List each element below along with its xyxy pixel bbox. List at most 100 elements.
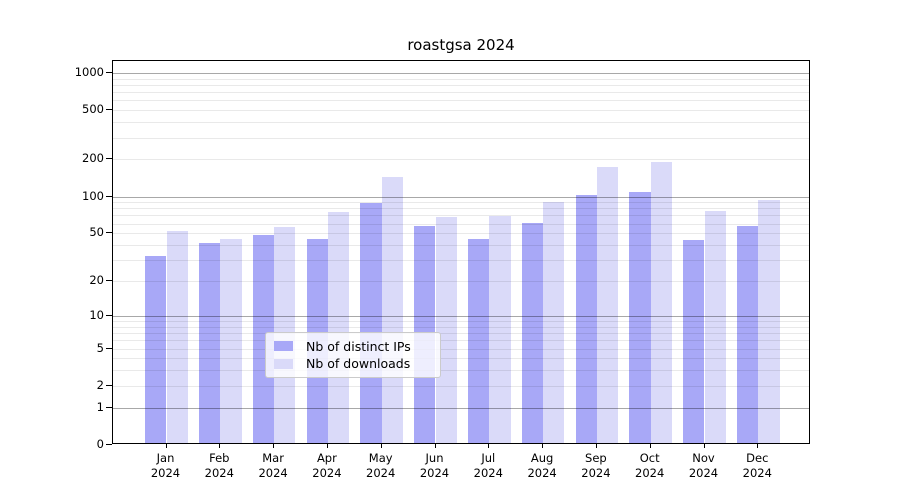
y-tick-mark: [106, 195, 112, 197]
x-tick-month: Mar: [262, 451, 284, 465]
gridline-minor: [113, 137, 809, 139]
x-tick-year: 2024: [150, 466, 181, 480]
bar-nb-of-downloads-aug: [543, 201, 565, 443]
y-tick-mark: [106, 444, 112, 445]
x-tick-mark: [434, 444, 436, 448]
x-tick-month: Jul: [481, 451, 496, 465]
x-tick-year: 2024: [527, 466, 557, 480]
y-tick-mark: [106, 406, 112, 408]
y-tick-label: 2: [96, 377, 104, 392]
x-tick-label-oct: Oct 2024: [622, 451, 678, 481]
y-tick-label: 20: [89, 273, 104, 287]
gridline-minor: [113, 159, 809, 161]
x-tick-mark: [273, 444, 275, 448]
y-tick-mark: [106, 347, 112, 349]
y-tick-label: 1000: [74, 64, 104, 79]
x-tick-month: Oct: [639, 451, 660, 465]
y-tick-mark: [106, 280, 112, 281]
bar-nb-of-distinct-ips-feb: [198, 243, 221, 443]
bar-nb-of-distinct-ips-dec: [736, 226, 759, 443]
y-tick-label: 50: [89, 225, 104, 240]
x-tick-mark: [542, 444, 544, 448]
bar-nb-of-downloads-nov: [704, 211, 726, 443]
y-tick-mark: [106, 71, 112, 73]
bar-nb-of-distinct-ips-nov: [683, 240, 705, 443]
x-tick-label-jul: Jul 2024: [460, 451, 516, 481]
x-tick-label-jun: Jun 2024: [407, 451, 463, 481]
bar-nb-of-downloads-jan: [166, 231, 188, 443]
x-tick-label-jan: Jan 2024: [138, 451, 194, 481]
x-tick-month: Dec: [746, 451, 769, 465]
x-tick-month: Aug: [530, 451, 554, 465]
x-tick-year: 2024: [312, 466, 342, 480]
legend-label-downloads: Nb of downloads: [306, 356, 411, 372]
bar-nb-of-downloads-oct: [650, 161, 673, 443]
x-tick-year: 2024: [366, 466, 396, 480]
x-tick-label-nov: Nov 2024: [676, 451, 732, 481]
x-tick-mark: [595, 444, 597, 448]
y-tick-mark: [106, 109, 112, 111]
gridline-major: [113, 72, 809, 74]
y-tick-label: 0: [96, 437, 104, 451]
bar-nb-of-distinct-ips-sep: [575, 194, 597, 443]
y-tick-mark: [106, 232, 112, 234]
bar-nb-of-downloads-jun: [435, 217, 457, 443]
bar-nb-of-downloads-may: [381, 176, 404, 443]
x-tick-year: 2024: [688, 466, 719, 480]
bar-nb-of-distinct-ips-jul: [467, 239, 490, 443]
x-tick-month: Sep: [585, 451, 607, 465]
gridline-minor: [113, 78, 809, 80]
x-tick-year: 2024: [742, 466, 772, 480]
x-tick-label-apr: Apr 2024: [299, 451, 355, 481]
y-tick-label: 200: [82, 151, 104, 166]
x-tick-label-mar: Mar 2024: [245, 451, 301, 481]
legend-item-downloads: Nb of downloads: [274, 356, 432, 371]
gridline-minor: [113, 110, 809, 112]
x-tick-year: 2024: [635, 466, 665, 480]
x-tick-mark: [703, 444, 705, 448]
gridline-minor: [113, 84, 809, 86]
x-tick-year: 2024: [581, 466, 611, 480]
y-tick-mark: [106, 314, 112, 316]
x-tick-label-aug: Aug 2024: [514, 451, 570, 481]
plot-area: [112, 60, 810, 444]
x-tick-month: Apr: [316, 451, 337, 465]
x-tick-year: 2024: [473, 466, 503, 480]
bar-nb-of-distinct-ips-oct: [629, 191, 651, 443]
bar-nb-of-downloads-sep: [596, 166, 619, 443]
y-tick-label: 500: [82, 102, 104, 117]
x-tick-label-may: May 2024: [353, 451, 409, 481]
x-tick-month: Feb: [209, 451, 230, 465]
gridline-minor: [113, 208, 809, 210]
y-tick-mark: [106, 158, 112, 160]
x-tick-label-dec: Dec 2024: [729, 451, 785, 481]
gridline-minor: [113, 100, 809, 102]
bar-nb-of-distinct-ips-aug: [521, 222, 544, 443]
bar-nb-of-distinct-ips-jan: [145, 256, 167, 443]
bar-nb-of-distinct-ips-may: [360, 202, 382, 443]
x-tick-mark: [757, 444, 759, 448]
chart-title: roastgsa 2024: [407, 36, 515, 54]
gridline-minor: [113, 122, 809, 124]
bar-nb-of-downloads-feb: [220, 239, 242, 443]
x-tick-year: 2024: [419, 466, 450, 480]
legend-label-ips: Nb of distinct IPs: [306, 338, 411, 354]
gridline-major: [113, 196, 809, 198]
y-tick-label: 1: [96, 399, 104, 414]
x-tick-mark: [326, 444, 328, 448]
y-tick-mark: [106, 384, 112, 386]
y-tick-label: 5: [96, 340, 104, 355]
bar-nb-of-downloads-apr: [327, 211, 350, 443]
y-tick-label: 10: [89, 307, 104, 322]
x-tick-year: 2024: [258, 466, 288, 480]
x-tick-mark: [380, 444, 382, 448]
bar-nb-of-distinct-ips-mar: [252, 234, 275, 443]
x-tick-mark: [165, 444, 167, 448]
x-tick-mark: [219, 444, 221, 448]
x-tick-year: 2024: [204, 466, 234, 480]
x-tick-label-feb: Feb 2024: [191, 451, 247, 481]
x-tick-mark: [649, 444, 651, 448]
legend-item-distinct-ips: Nb of distinct IPs: [274, 339, 432, 354]
x-tick-mark: [488, 444, 490, 448]
